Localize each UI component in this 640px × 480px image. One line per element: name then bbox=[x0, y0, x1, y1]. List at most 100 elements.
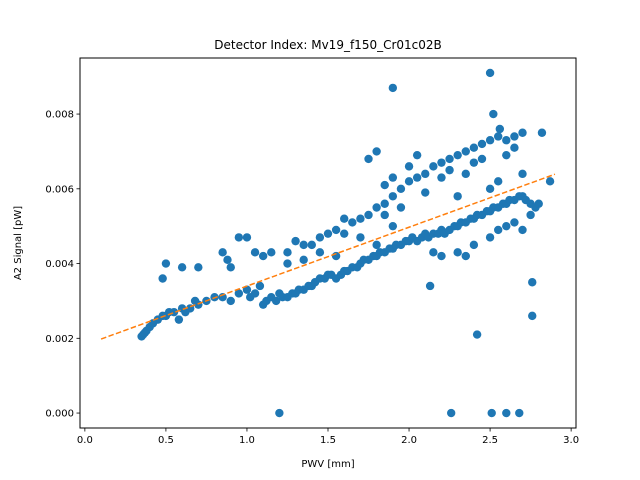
data-point bbox=[291, 236, 300, 246]
data-point bbox=[299, 255, 308, 265]
data-point bbox=[469, 240, 479, 250]
data-point bbox=[453, 150, 462, 160]
x-tick-label: 1.0 bbox=[239, 435, 255, 446]
data-point bbox=[380, 210, 389, 220]
data-point bbox=[194, 263, 203, 272]
data-point bbox=[469, 158, 479, 167]
x-tick-label: 2.5 bbox=[482, 435, 498, 446]
data-point bbox=[226, 296, 235, 306]
data-point bbox=[412, 150, 422, 160]
data-point bbox=[534, 199, 543, 208]
data-point bbox=[494, 132, 503, 141]
data-point bbox=[526, 210, 535, 220]
x-tick-label: 0.0 bbox=[77, 435, 93, 446]
data-point bbox=[502, 408, 511, 418]
data-point bbox=[515, 408, 524, 418]
y-tick-label: 0.008 bbox=[45, 110, 74, 121]
data-point bbox=[169, 307, 179, 317]
data-point bbox=[396, 203, 406, 212]
data-point bbox=[226, 263, 235, 272]
y-tick-label: 0.006 bbox=[45, 184, 74, 195]
data-point bbox=[487, 408, 496, 418]
y-axis-ticks: 0.000 0.002 0.004 0.006 0.008 bbox=[45, 110, 80, 420]
data-point bbox=[380, 199, 389, 208]
data-point bbox=[528, 278, 537, 287]
data-point bbox=[510, 132, 519, 141]
data-point bbox=[234, 289, 244, 298]
data-point bbox=[545, 177, 555, 186]
data-point bbox=[223, 255, 232, 265]
data-point bbox=[412, 173, 422, 182]
data-point bbox=[502, 150, 511, 160]
data-point bbox=[234, 233, 244, 242]
data-point bbox=[445, 165, 454, 175]
plot-area bbox=[80, 58, 576, 428]
data-point bbox=[283, 259, 292, 268]
data-point bbox=[469, 143, 479, 152]
fit-line bbox=[100, 173, 556, 340]
data-point bbox=[250, 248, 260, 257]
data-point bbox=[315, 248, 325, 257]
data-point bbox=[461, 169, 470, 179]
data-point bbox=[477, 139, 487, 149]
data-point bbox=[372, 203, 381, 212]
data-point bbox=[518, 169, 527, 179]
data-point bbox=[250, 289, 260, 298]
data-point bbox=[331, 225, 341, 235]
data-point bbox=[445, 154, 454, 164]
data-point bbox=[364, 210, 373, 220]
data-point bbox=[437, 251, 446, 261]
y-tick-label: 0.000 bbox=[45, 409, 74, 420]
data-point bbox=[404, 162, 414, 171]
data-point bbox=[494, 177, 503, 186]
data-point bbox=[307, 240, 316, 250]
y-tick-label: 0.004 bbox=[45, 259, 74, 270]
data-point bbox=[485, 136, 495, 145]
data-point bbox=[537, 128, 547, 137]
data-point bbox=[388, 221, 398, 231]
x-tick-label: 1.5 bbox=[320, 435, 336, 446]
y-tick-label: 0.002 bbox=[45, 334, 74, 345]
chart-title: Detector Index: Mv19_f150_Cr01c02B bbox=[214, 38, 442, 52]
data-point bbox=[429, 162, 438, 171]
x-axis-ticks: 0.0 0.5 1.0 1.5 2.0 2.5 3.0 bbox=[77, 428, 579, 446]
data-point bbox=[518, 128, 527, 137]
data-point bbox=[477, 154, 487, 164]
data-point bbox=[380, 180, 389, 190]
data-point bbox=[429, 248, 438, 257]
data-point bbox=[174, 315, 184, 324]
data-point bbox=[510, 218, 519, 227]
data-point bbox=[218, 248, 227, 257]
data-point bbox=[283, 248, 292, 257]
data-point bbox=[388, 173, 398, 182]
x-tick-label: 2.0 bbox=[401, 435, 417, 446]
data-point bbox=[453, 192, 462, 201]
data-point bbox=[446, 408, 456, 418]
data-point bbox=[348, 218, 357, 227]
data-point bbox=[271, 296, 281, 306]
data-point bbox=[396, 184, 406, 194]
data-point bbox=[518, 225, 527, 235]
data-point bbox=[315, 233, 325, 242]
data-point bbox=[425, 281, 435, 291]
data-point bbox=[255, 281, 265, 291]
data-point bbox=[161, 259, 171, 268]
data-point bbox=[267, 248, 276, 257]
data-point bbox=[194, 300, 203, 309]
data-point bbox=[340, 214, 349, 223]
data-point bbox=[404, 177, 414, 186]
data-point bbox=[489, 109, 498, 119]
data-point bbox=[372, 240, 381, 250]
data-point bbox=[461, 251, 470, 261]
data-point bbox=[372, 147, 381, 156]
data-point bbox=[364, 154, 373, 164]
data-point bbox=[528, 311, 537, 321]
y-axis-label: A2 Signal [pW] bbox=[13, 206, 24, 280]
data-point bbox=[495, 124, 505, 134]
data-point bbox=[510, 143, 519, 152]
data-point bbox=[437, 173, 446, 182]
data-point bbox=[472, 330, 482, 339]
data-point bbox=[356, 233, 365, 242]
data-point bbox=[502, 221, 511, 231]
